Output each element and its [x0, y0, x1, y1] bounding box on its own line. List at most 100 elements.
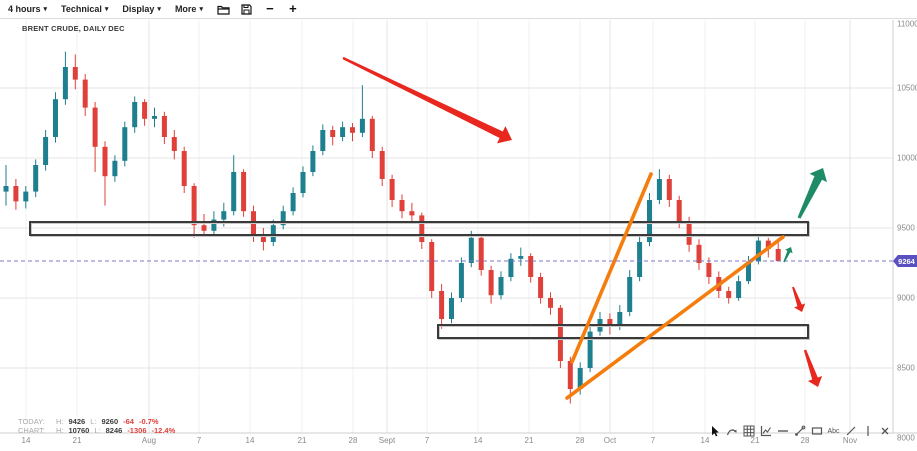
- candle-body: [627, 277, 633, 312]
- candle-body: [518, 256, 524, 259]
- candle-body: [33, 165, 39, 192]
- candle-body: [92, 107, 98, 147]
- candle-body: [23, 191, 29, 202]
- display-menu-label: Display: [122, 4, 155, 14]
- technical-menu[interactable]: Technical ▾: [61, 4, 108, 14]
- candle-body: [686, 221, 692, 245]
- freehand-arrow-icon[interactable]: [725, 425, 738, 438]
- red-arrow-large[interactable]: [342, 56, 513, 144]
- today-change-value: -64: [123, 417, 134, 426]
- x-axis-label: 14: [701, 436, 710, 445]
- support-box[interactable]: [437, 324, 809, 339]
- green-arrow-small[interactable]: [783, 247, 793, 263]
- x-axis-label: 7: [425, 436, 430, 445]
- trendline-icon[interactable]: [793, 425, 806, 438]
- chart-low-value: 8246: [105, 426, 123, 435]
- candle-body: [449, 298, 454, 319]
- x-axis-label: 28: [576, 436, 585, 445]
- zoom-in-icon[interactable]: +: [289, 1, 297, 16]
- x-axis-label: 21: [525, 436, 534, 445]
- candle-body: [488, 270, 494, 296]
- candle-body: [231, 172, 237, 212]
- candle-body: [13, 186, 19, 202]
- timeframe-menu-label: 4 hours: [8, 4, 41, 14]
- candle-body: [290, 193, 296, 212]
- red-arrow-small-lower[interactable]: [803, 349, 823, 387]
- today-low-value: 9260: [101, 417, 119, 426]
- candle-body: [350, 127, 355, 133]
- candle-body: [399, 200, 405, 212]
- orange-trendline-shallow[interactable]: [565, 235, 785, 400]
- chart-change-pct: -12.4%: [151, 426, 176, 435]
- more-menu-label: More: [174, 4, 197, 14]
- draw-cursor-icon[interactable]: [708, 425, 721, 438]
- line-tool-icon[interactable]: [844, 425, 857, 438]
- candle-body: [637, 242, 643, 277]
- candle-body: [161, 116, 167, 137]
- open-folder-icon[interactable]: [217, 3, 231, 16]
- resistance-box[interactable]: [29, 221, 809, 236]
- x-axis-label: 14: [474, 436, 483, 445]
- candle-body: [221, 211, 227, 220]
- candle-body: [557, 307, 563, 361]
- text-tool-icon[interactable]: Abc: [827, 425, 840, 438]
- chart-label: CHART:: [18, 426, 45, 435]
- candle-body: [755, 240, 761, 262]
- candle-body: [340, 127, 346, 137]
- candle-body: [122, 127, 128, 161]
- candle-body: [241, 172, 247, 212]
- candle-body: [587, 331, 593, 368]
- top-toolbar: 4 hours ▾ Technical ▾ Display ▾ More ▾ −…: [0, 0, 917, 19]
- save-icon[interactable]: [240, 3, 254, 16]
- x-axis-label: Oct: [604, 436, 617, 445]
- candle-body: [142, 102, 148, 119]
- instrument-label: BRENT CRUDE, DAILY DEC: [22, 24, 125, 33]
- y-axis-label: 10500: [897, 84, 917, 93]
- x-axis-label: 21: [73, 436, 82, 445]
- candle-body: [607, 319, 613, 326]
- horizontal-line-icon[interactable]: [776, 425, 789, 438]
- zoom-out-icon[interactable]: −: [266, 1, 274, 16]
- chevron-down-icon: ▾: [157, 6, 161, 13]
- candle-body: [320, 130, 326, 151]
- candle-body: [617, 312, 623, 326]
- candle-body: [132, 102, 138, 128]
- candle-body: [330, 130, 336, 137]
- display-menu[interactable]: Display ▾: [122, 4, 161, 14]
- x-axis-label: 21: [751, 436, 760, 445]
- chevron-down-icon: ▾: [104, 6, 109, 13]
- chart-high-value: 10760: [68, 426, 90, 435]
- candle-body: [666, 179, 672, 200]
- candle-body: [112, 160, 118, 177]
- candle-body: [508, 258, 514, 277]
- candle-body: [577, 368, 583, 389]
- chart-tool-icon[interactable]: [759, 425, 772, 438]
- rectangle-icon[interactable]: [810, 425, 823, 438]
- vertical-line-icon[interactable]: [861, 425, 874, 438]
- orange-trendline-steep[interactable]: [570, 172, 653, 364]
- drawing-toolbar: Abc: [708, 424, 891, 438]
- candle-body: [102, 146, 108, 177]
- candle-body: [211, 219, 217, 231]
- candle-body: [696, 244, 702, 263]
- chart-change-value: -1306: [127, 426, 147, 435]
- more-menu[interactable]: More ▾: [175, 4, 203, 14]
- y-axis-label: 8000: [897, 434, 915, 443]
- green-arrow-large[interactable]: [797, 168, 827, 219]
- x-axis-label: 7: [197, 436, 202, 445]
- candle-body: [389, 179, 395, 200]
- close-icon[interactable]: [878, 425, 891, 438]
- x-axis-label: 14: [22, 436, 31, 445]
- grid-icon[interactable]: [742, 425, 755, 438]
- x-axis-label: 21: [298, 436, 307, 445]
- timeframe-menu[interactable]: 4 hours ▾: [8, 4, 47, 14]
- candle-body: [310, 151, 316, 172]
- x-axis-label: 28: [801, 436, 810, 445]
- x-axis-label: Nov: [843, 436, 857, 445]
- y-axis-label: 11000: [897, 20, 917, 29]
- red-arrow-small-upper[interactable]: [792, 286, 806, 312]
- candle-body: [270, 225, 276, 242]
- text-tool-label: Abc: [827, 427, 840, 435]
